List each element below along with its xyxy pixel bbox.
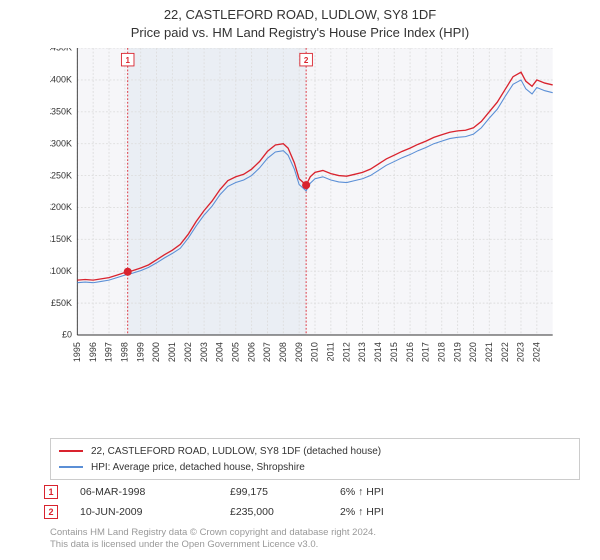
svg-text:2011: 2011: [326, 342, 336, 361]
svg-text:2009: 2009: [294, 342, 304, 362]
svg-text:2006: 2006: [246, 342, 256, 362]
svg-text:2: 2: [304, 56, 309, 65]
svg-text:£400K: £400K: [50, 75, 72, 85]
sale-marker: 1: [44, 485, 58, 499]
svg-text:2010: 2010: [310, 342, 320, 362]
svg-text:£450K: £450K: [50, 48, 72, 53]
svg-text:2001: 2001: [167, 342, 177, 362]
svg-text:2007: 2007: [262, 342, 272, 362]
price-chart: £0 £50K £100K £150K £200K £250K £300K £350K £400…: [50, 48, 580, 396]
svg-text:2017: 2017: [421, 342, 431, 362]
legend: 22, CASTLEFORD ROAD, LUDLOW, SY8 1DF (de…: [50, 438, 580, 480]
svg-text:£100K: £100K: [50, 266, 72, 276]
svg-text:2000: 2000: [151, 342, 161, 362]
svg-text:2021: 2021: [484, 342, 494, 362]
svg-text:2004: 2004: [215, 342, 225, 362]
svg-text:£350K: £350K: [50, 106, 72, 116]
legend-swatch: [59, 450, 83, 452]
svg-text:£200K: £200K: [50, 202, 72, 212]
svg-text:2002: 2002: [183, 342, 193, 362]
footer-line2: This data is licensed under the Open Gov…: [50, 539, 376, 551]
svg-text:2012: 2012: [341, 342, 351, 362]
sale-marker: 2: [44, 505, 58, 519]
sale-hpi-delta: 6% ↑ HPI: [340, 486, 384, 498]
sale-events: 1 06-MAR-1998£99,1756% ↑ HPI 2 10-JUN-2009£…: [44, 482, 584, 522]
footer-line1: Contains HM Land Registry data © Crown c…: [50, 527, 376, 539]
svg-text:1999: 1999: [135, 342, 145, 362]
svg-text:2015: 2015: [389, 342, 399, 362]
legend-item: 22, CASTLEFORD ROAD, LUDLOW, SY8 1DF (de…: [59, 443, 571, 459]
svg-text:£50K: £50K: [51, 298, 72, 308]
svg-text:£300K: £300K: [50, 138, 72, 148]
svg-text:1996: 1996: [88, 342, 98, 362]
sale-row: 1 06-MAR-1998£99,1756% ↑ HPI: [44, 482, 584, 502]
svg-text:£150K: £150K: [50, 234, 72, 244]
sale-date: 06-MAR-1998: [80, 486, 230, 498]
svg-text:2018: 2018: [436, 342, 446, 362]
svg-text:2019: 2019: [452, 342, 462, 362]
svg-text:2024: 2024: [532, 342, 542, 362]
svg-text:1998: 1998: [120, 342, 130, 362]
svg-text:2016: 2016: [405, 342, 415, 362]
svg-text:2020: 2020: [468, 342, 478, 362]
svg-text:£250K: £250K: [50, 170, 72, 180]
sale-hpi-delta: 2% ↑ HPI: [340, 506, 384, 518]
legend-label: HPI: Average price, detached house, Shro…: [91, 462, 305, 473]
sale-price: £235,000: [230, 506, 340, 518]
svg-text:2014: 2014: [373, 342, 383, 362]
footer-attribution: Contains HM Land Registry data © Crown c…: [50, 527, 376, 552]
svg-text:1997: 1997: [104, 342, 114, 362]
title-subtitle: Price paid vs. HM Land Registry's House …: [0, 24, 600, 42]
title-block: 22, CASTLEFORD ROAD, LUDLOW, SY8 1DF Pri…: [0, 0, 600, 42]
svg-text:2005: 2005: [230, 342, 240, 362]
sale-date: 10-JUN-2009: [80, 506, 230, 518]
legend-label: 22, CASTLEFORD ROAD, LUDLOW, SY8 1DF (de…: [91, 446, 381, 457]
svg-text:£0: £0: [62, 330, 72, 340]
svg-text:2022: 2022: [500, 342, 510, 362]
title-address: 22, CASTLEFORD ROAD, LUDLOW, SY8 1DF: [0, 6, 600, 24]
svg-text:2013: 2013: [357, 342, 367, 362]
sale-price: £99,175: [230, 486, 340, 498]
legend-item: HPI: Average price, detached house, Shro…: [59, 459, 571, 475]
legend-swatch: [59, 466, 83, 468]
svg-text:2003: 2003: [199, 342, 209, 362]
svg-text:2008: 2008: [278, 342, 288, 362]
svg-text:1995: 1995: [72, 342, 82, 362]
svg-text:1: 1: [125, 56, 130, 65]
svg-text:2023: 2023: [516, 342, 526, 362]
chart-container: 22, CASTLEFORD ROAD, LUDLOW, SY8 1DF Pri…: [0, 0, 600, 560]
sale-row: 2 10-JUN-2009£235,0002% ↑ HPI: [44, 502, 584, 522]
